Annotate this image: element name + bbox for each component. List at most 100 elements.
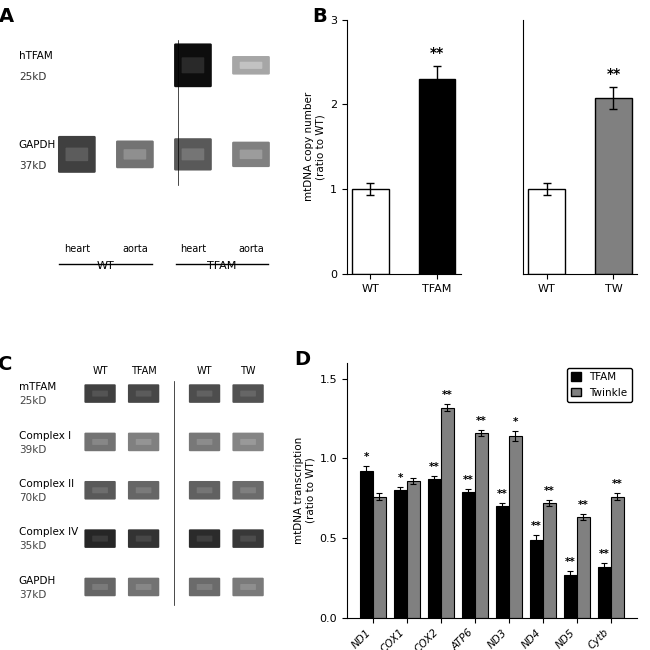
FancyBboxPatch shape: [233, 529, 264, 548]
Text: WT: WT: [197, 366, 213, 376]
FancyBboxPatch shape: [136, 391, 151, 396]
FancyBboxPatch shape: [233, 433, 264, 451]
FancyBboxPatch shape: [189, 384, 220, 403]
Bar: [611, 497, 624, 618]
FancyBboxPatch shape: [181, 148, 204, 161]
Bar: [598, 567, 611, 617]
Bar: [509, 436, 522, 618]
Bar: [475, 433, 488, 618]
FancyBboxPatch shape: [189, 529, 220, 548]
Text: B: B: [313, 6, 328, 26]
FancyBboxPatch shape: [233, 384, 264, 403]
Bar: [543, 503, 556, 618]
Text: **: **: [565, 558, 576, 567]
FancyBboxPatch shape: [92, 584, 108, 590]
Text: A: A: [0, 6, 14, 26]
FancyBboxPatch shape: [240, 391, 256, 396]
FancyBboxPatch shape: [197, 391, 213, 396]
FancyBboxPatch shape: [232, 142, 270, 167]
FancyBboxPatch shape: [197, 584, 213, 590]
Bar: [428, 479, 441, 618]
Text: GAPDH: GAPDH: [19, 140, 56, 150]
FancyBboxPatch shape: [124, 150, 146, 159]
FancyBboxPatch shape: [128, 384, 159, 403]
FancyBboxPatch shape: [136, 584, 151, 590]
FancyBboxPatch shape: [240, 584, 256, 590]
FancyBboxPatch shape: [136, 536, 151, 541]
Bar: [373, 497, 386, 618]
Text: *: *: [398, 473, 403, 483]
Y-axis label: mtDNA transcription
(ratio to WT): mtDNA transcription (ratio to WT): [294, 437, 315, 544]
FancyBboxPatch shape: [58, 136, 96, 173]
Bar: [528, 189, 565, 274]
FancyBboxPatch shape: [92, 488, 108, 493]
Text: 37kD: 37kD: [19, 590, 46, 599]
Text: **: **: [430, 46, 444, 60]
Text: 25kD: 25kD: [19, 396, 46, 406]
Bar: [441, 408, 454, 618]
FancyBboxPatch shape: [128, 529, 159, 548]
Text: Complex I: Complex I: [19, 430, 71, 441]
Text: **: **: [463, 474, 474, 485]
Text: 35kD: 35kD: [19, 541, 46, 551]
Text: **: **: [497, 489, 508, 499]
Text: C: C: [0, 356, 13, 374]
Text: *: *: [513, 417, 518, 428]
Text: **: **: [599, 549, 610, 560]
Text: Complex II: Complex II: [19, 479, 74, 489]
FancyBboxPatch shape: [84, 481, 116, 500]
FancyBboxPatch shape: [174, 138, 212, 170]
Text: **: **: [544, 486, 554, 496]
FancyBboxPatch shape: [189, 481, 220, 500]
Text: **: **: [442, 391, 452, 400]
Text: hTFAM: hTFAM: [19, 51, 53, 61]
FancyBboxPatch shape: [136, 488, 151, 493]
FancyBboxPatch shape: [181, 57, 204, 73]
Bar: [407, 481, 420, 618]
Text: TW: TW: [240, 366, 256, 376]
FancyBboxPatch shape: [233, 481, 264, 500]
FancyBboxPatch shape: [240, 439, 256, 445]
FancyBboxPatch shape: [240, 62, 263, 69]
Text: Complex IV: Complex IV: [19, 527, 78, 538]
Bar: [462, 492, 475, 618]
Bar: [419, 79, 456, 274]
Text: mTFAM: mTFAM: [19, 382, 56, 392]
Text: WT: WT: [97, 261, 115, 272]
Bar: [352, 189, 389, 274]
Text: **: **: [606, 68, 621, 81]
FancyBboxPatch shape: [128, 433, 159, 451]
FancyBboxPatch shape: [84, 578, 116, 596]
FancyBboxPatch shape: [197, 536, 213, 541]
Bar: [394, 490, 407, 618]
FancyBboxPatch shape: [92, 391, 108, 396]
FancyBboxPatch shape: [240, 150, 263, 159]
Text: heart: heart: [180, 244, 206, 254]
FancyBboxPatch shape: [92, 439, 108, 445]
FancyBboxPatch shape: [136, 439, 151, 445]
Text: **: **: [429, 462, 440, 472]
Text: GAPDH: GAPDH: [19, 576, 56, 586]
Text: **: **: [612, 480, 623, 489]
FancyBboxPatch shape: [233, 578, 264, 596]
Text: aorta: aorta: [122, 244, 148, 254]
Text: **: **: [531, 521, 542, 531]
FancyBboxPatch shape: [128, 481, 159, 500]
Text: TFAM: TFAM: [207, 261, 237, 272]
Y-axis label: mtDNA copy number
(ratio to WT): mtDNA copy number (ratio to WT): [304, 92, 326, 202]
Text: 37kD: 37kD: [19, 161, 46, 171]
FancyBboxPatch shape: [128, 578, 159, 596]
Text: heart: heart: [64, 244, 90, 254]
FancyBboxPatch shape: [189, 433, 220, 451]
FancyBboxPatch shape: [84, 433, 116, 451]
Bar: [496, 506, 509, 618]
FancyBboxPatch shape: [197, 488, 213, 493]
FancyBboxPatch shape: [92, 536, 108, 541]
Legend: TFAM, Twinkle: TFAM, Twinkle: [567, 369, 632, 402]
Text: TFAM: TFAM: [131, 366, 157, 376]
FancyBboxPatch shape: [174, 44, 212, 87]
Text: 25kD: 25kD: [19, 72, 46, 82]
Text: **: **: [476, 416, 487, 426]
FancyBboxPatch shape: [116, 140, 154, 168]
Bar: [530, 540, 543, 618]
